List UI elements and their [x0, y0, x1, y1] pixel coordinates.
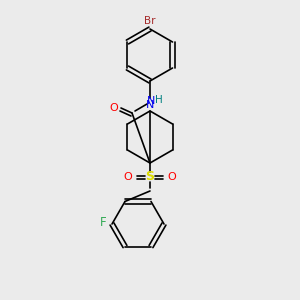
Text: F: F: [100, 215, 106, 229]
Text: O: O: [124, 172, 132, 182]
Text: Br: Br: [144, 16, 156, 26]
Text: O: O: [168, 172, 176, 182]
Text: N: N: [147, 96, 155, 106]
Text: N: N: [146, 100, 154, 110]
Text: O: O: [110, 103, 118, 113]
Text: S: S: [146, 170, 154, 184]
Text: H: H: [155, 95, 163, 105]
